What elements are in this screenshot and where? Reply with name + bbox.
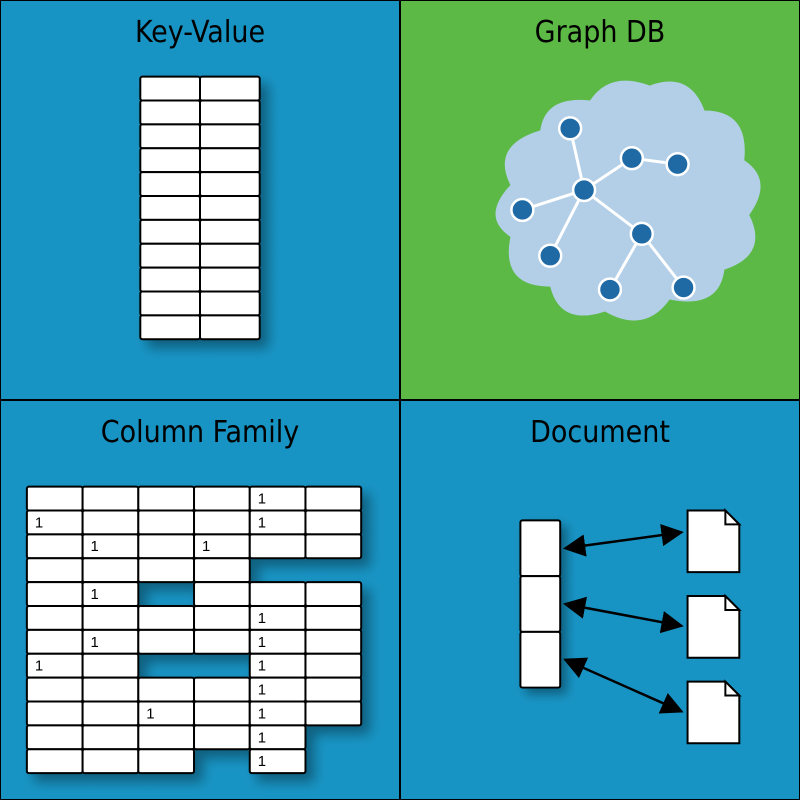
- graph-db-diagram: [401, 1, 799, 399]
- svg-text:1: 1: [258, 610, 266, 627]
- svg-text:1: 1: [258, 634, 266, 651]
- nosql-infographic-grid: Key-Value Graph DB Column Family 1111111…: [0, 0, 800, 800]
- document-icon: [688, 682, 740, 744]
- graph-cloud-icon: [496, 81, 761, 321]
- svg-text:1: 1: [35, 658, 43, 675]
- quadrant-key-value: Key-Value: [0, 0, 400, 400]
- column-family-diagram: 1 1 1 1 1 1 1 1 1 1 1 1 1 1 1 1: [1, 401, 399, 799]
- svg-text:1: 1: [202, 538, 210, 555]
- svg-text:1: 1: [91, 538, 99, 555]
- key-value-diagram: [1, 1, 399, 399]
- svg-text:1: 1: [258, 490, 266, 507]
- document-diagram: [401, 401, 799, 799]
- document-icon: [688, 510, 740, 572]
- svg-text:1: 1: [258, 705, 266, 722]
- svg-text:1: 1: [91, 586, 99, 603]
- document-icon: [688, 596, 740, 658]
- quadrant-document: Document: [400, 400, 800, 800]
- quadrant-column-family: Column Family 1111111111111111: [0, 400, 400, 800]
- svg-text:1: 1: [258, 658, 266, 675]
- quadrant-graph-db: Graph DB: [400, 0, 800, 400]
- svg-text:1: 1: [146, 705, 154, 722]
- svg-text:1: 1: [91, 634, 99, 651]
- svg-text:1: 1: [258, 514, 266, 531]
- svg-text:1: 1: [258, 729, 266, 746]
- svg-text:1: 1: [258, 753, 266, 770]
- svg-text:1: 1: [258, 682, 266, 699]
- svg-text:1: 1: [35, 514, 43, 531]
